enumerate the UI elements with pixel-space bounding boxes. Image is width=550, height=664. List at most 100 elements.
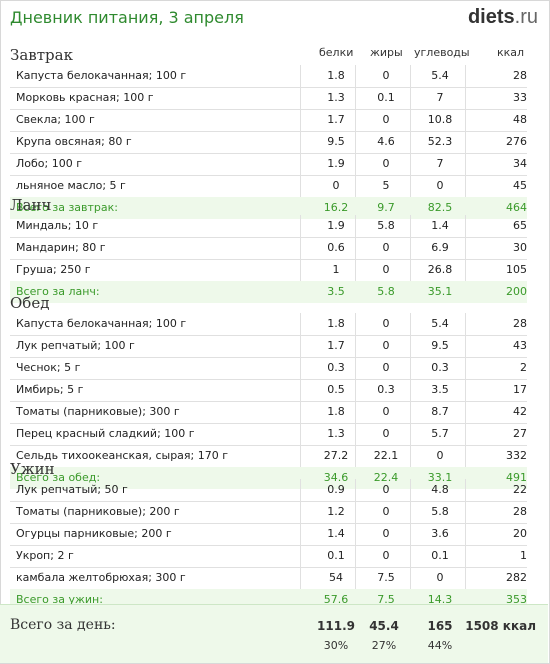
column-divider <box>465 87 466 109</box>
fat-value: 0 <box>382 69 390 82</box>
total-protein-value: 34.6 <box>323 471 349 484</box>
food-name: Морковь красная; 100 г <box>16 91 154 104</box>
fat-value: 0 <box>382 483 390 496</box>
protein-value: 0.9 <box>327 483 345 496</box>
total-protein-value: 3.5 <box>327 285 345 298</box>
kcal-value: 48 <box>513 113 527 126</box>
brand-name: diets <box>467 6 515 28</box>
column-divider <box>300 65 301 87</box>
kcal-value: 28 <box>513 505 527 518</box>
food-row: Морковь красная; 100 г 1.3 0.1 7 33 <box>10 87 527 110</box>
carbs-value: 7 <box>436 91 444 104</box>
brand-dot: . <box>514 6 521 28</box>
column-divider <box>465 379 466 401</box>
column-divider <box>355 423 356 445</box>
column-header-fat: жиры <box>370 46 403 59</box>
carbs-value: 5.8 <box>431 505 449 518</box>
section-title: Ужин <box>10 460 55 478</box>
fat-value: 0 <box>382 241 390 254</box>
food-row: камбала желтобрюхая; 300 г 54 7.5 0 282 <box>10 567 527 590</box>
food-name: Лобо; 100 г <box>16 157 82 170</box>
food-name: льняное масло; 5 г <box>16 179 126 192</box>
column-divider <box>410 567 411 589</box>
kcal-value: 65 <box>513 219 527 232</box>
kcal-value: 282 <box>506 571 527 584</box>
column-divider <box>465 153 466 175</box>
fat-value: 5.8 <box>377 219 395 232</box>
food-row: Чеснок; 5 г 0.3 0 0.3 2 <box>10 357 527 380</box>
column-header-kcal: ккал <box>497 46 525 59</box>
food-name: Имбирь; 5 г <box>16 383 84 396</box>
carbs-value: 0.3 <box>431 361 449 374</box>
fat-value: 0.3 <box>377 383 395 396</box>
day-carbs-percent: 44% <box>427 639 453 652</box>
total-kcal-value: 353 <box>506 593 527 606</box>
food-row: Лобо; 100 г 1.9 0 7 34 <box>10 153 527 176</box>
fat-value: 0 <box>382 339 390 352</box>
food-row: Мандарин; 80 г 0.6 0 6.9 30 <box>10 237 527 260</box>
food-name: Томаты (парниковые); 300 г <box>16 405 180 418</box>
column-divider <box>300 479 301 501</box>
food-row: Миндаль; 10 г 1.9 5.8 1.4 65 <box>10 215 527 238</box>
food-row: Груша; 250 г 1 0 26.8 105 <box>10 259 527 282</box>
food-name: Огурцы парниковые; 200 г <box>16 527 172 540</box>
carbs-value: 9.5 <box>431 339 449 352</box>
column-divider <box>355 131 356 153</box>
protein-value: 1.8 <box>327 69 345 82</box>
column-divider <box>410 335 411 357</box>
kcal-value: 1 <box>520 549 527 562</box>
total-fat-value: 7.5 <box>377 593 395 606</box>
column-divider <box>300 567 301 589</box>
fat-value: 0 <box>382 113 390 126</box>
column-divider <box>410 501 411 523</box>
column-divider <box>410 259 411 281</box>
carbs-value: 52.3 <box>427 135 453 148</box>
column-divider <box>410 237 411 259</box>
protein-value: 1.9 <box>327 157 345 170</box>
food-row: Имбирь; 5 г 0.5 0.3 3.5 17 <box>10 379 527 402</box>
total-kcal-value: 491 <box>506 471 527 484</box>
column-divider <box>355 87 356 109</box>
column-divider <box>300 313 301 335</box>
column-divider <box>355 545 356 567</box>
food-row: Свекла; 100 г 1.7 0 10.8 48 <box>10 109 527 132</box>
column-divider <box>465 479 466 501</box>
column-divider <box>465 501 466 523</box>
column-divider <box>465 423 466 445</box>
kcal-value: 28 <box>513 69 527 82</box>
section-title: Завтрак <box>10 46 73 64</box>
day-total: Всего за день: 111.9 45.4 165 1508 ккал … <box>0 604 548 663</box>
total-fat-value: 22.4 <box>373 471 399 484</box>
column-divider <box>410 153 411 175</box>
kcal-value: 27 <box>513 427 527 440</box>
diets-logo[interactable]: diets.ru <box>468 6 538 29</box>
column-divider <box>300 259 301 281</box>
fat-value: 0.1 <box>377 91 395 104</box>
fat-value: 0 <box>382 317 390 330</box>
column-divider <box>410 357 411 379</box>
column-header-protein: белки <box>319 46 354 59</box>
protein-value: 0.3 <box>327 361 345 374</box>
food-row: льняное масло; 5 г 0 5 0 45 <box>10 175 527 198</box>
meal-total-row: Всего за завтрак: 16.2 9.7 82.5 464 <box>10 197 527 219</box>
carbs-value: 26.8 <box>427 263 453 276</box>
carbs-value: 7 <box>436 157 444 170</box>
protein-value: 0.1 <box>327 549 345 562</box>
carbs-value: 0.1 <box>431 549 449 562</box>
column-divider <box>465 545 466 567</box>
column-divider <box>300 109 301 131</box>
column-divider <box>410 215 411 237</box>
column-divider <box>465 523 466 545</box>
total-protein-value: 16.2 <box>323 201 349 214</box>
food-name: Мандарин; 80 г <box>16 241 106 254</box>
column-divider <box>410 87 411 109</box>
column-divider <box>465 313 466 335</box>
fat-value: 22.1 <box>373 449 399 462</box>
column-header-carbs: углеводы <box>414 46 470 59</box>
column-divider <box>300 153 301 175</box>
column-divider <box>355 445 356 467</box>
column-divider <box>300 131 301 153</box>
column-divider <box>465 357 466 379</box>
food-row: Лук репчатый; 50 г 0.9 0 4.8 22 <box>10 479 527 502</box>
fat-value: 4.6 <box>377 135 395 148</box>
